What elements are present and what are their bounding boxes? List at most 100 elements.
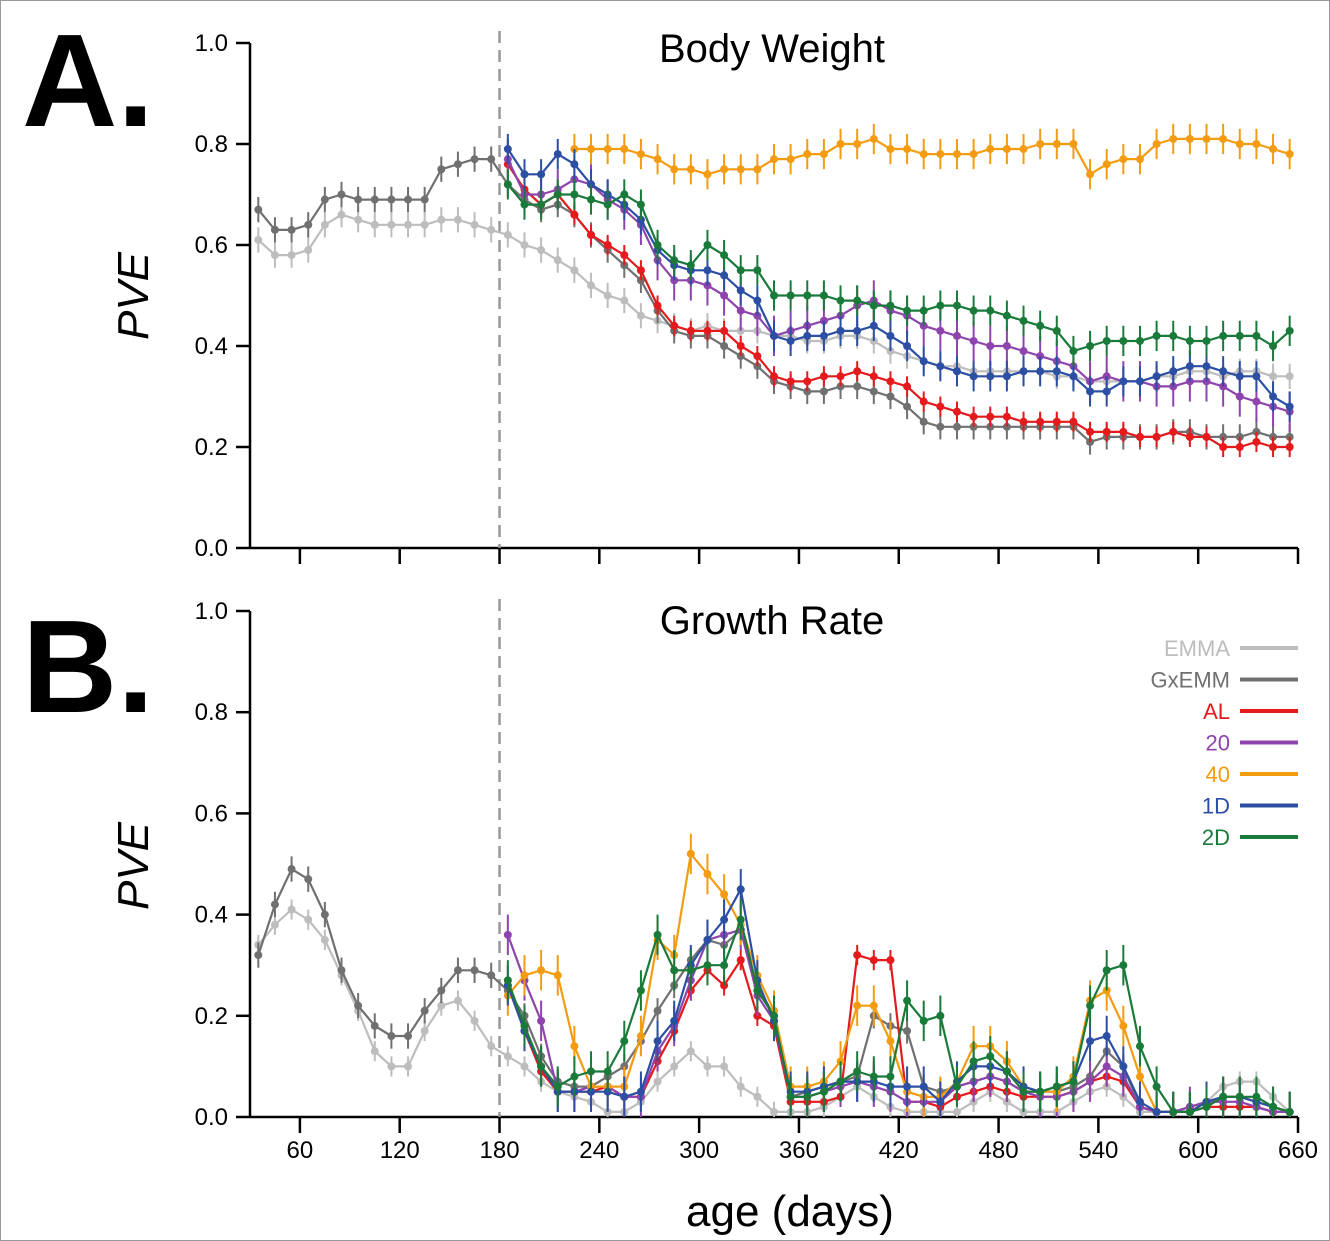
bw-point — [520, 200, 529, 209]
gr-point — [720, 961, 729, 970]
bw-series-40 — [570, 123, 1294, 190]
plot-body-weight: 0.0 0.2 0.4 0.6 0.8 1.0 — [195, 30, 1300, 564]
bw-point — [603, 291, 612, 300]
panel-b-title: Growth Rate — [660, 599, 885, 643]
gr-point — [1235, 1092, 1244, 1101]
gr-point — [570, 1072, 579, 1081]
bw-point — [1185, 432, 1194, 441]
bw-point — [603, 145, 612, 154]
bw-point — [903, 382, 912, 391]
bw-point — [803, 331, 812, 340]
bw-point — [1252, 140, 1261, 148]
gr-point — [354, 1001, 363, 1010]
gr-point — [1086, 1001, 1095, 1010]
bw-point — [1202, 336, 1211, 345]
bw-point — [886, 301, 895, 310]
bw-point — [1252, 397, 1261, 406]
gr-point — [853, 951, 862, 960]
bw-point — [1169, 331, 1178, 340]
bw-point — [287, 251, 296, 260]
gr-xtick-label: 540 — [1078, 1137, 1118, 1164]
gr-point — [670, 1062, 679, 1071]
bw-point — [720, 271, 729, 280]
gr-point — [886, 956, 895, 965]
bw-point — [1036, 367, 1045, 376]
bw-point — [1135, 336, 1144, 345]
gr-xtick-label: 180 — [480, 1137, 520, 1164]
bw-point — [853, 326, 862, 335]
bw-point — [969, 412, 978, 421]
bw-point — [387, 220, 396, 229]
bw-point — [470, 155, 479, 164]
gr-xtick-label: 660 — [1278, 1137, 1318, 1164]
bw-point — [1135, 377, 1144, 386]
bw-point — [952, 422, 961, 431]
gr-point — [886, 1072, 895, 1081]
gr-point — [553, 1082, 562, 1091]
bw-point — [470, 220, 479, 229]
bw-point — [703, 241, 712, 249]
gr-ytick-label: 1.0 — [195, 598, 228, 625]
gr-point — [686, 849, 695, 858]
gr-point — [287, 905, 296, 914]
gr-point — [1086, 1077, 1095, 1086]
gr-point — [1202, 1102, 1211, 1111]
gr-point — [503, 1052, 512, 1061]
gr-point — [553, 971, 562, 980]
bw-point — [1252, 331, 1261, 340]
gr-point — [770, 1011, 778, 1020]
bw-ytick-label: 1.0 — [195, 30, 228, 57]
bw-point — [404, 195, 413, 204]
gr-point — [853, 1067, 862, 1076]
bw-point — [1269, 145, 1278, 154]
gr-point — [587, 1067, 596, 1076]
gr-point — [919, 1016, 928, 1025]
gr-point — [520, 971, 529, 980]
gr-point — [1102, 1062, 1111, 1071]
gr-point — [703, 935, 712, 944]
bw-point — [703, 326, 712, 335]
bw-point — [537, 170, 546, 179]
gr-point — [1152, 1082, 1161, 1091]
gr-point — [1285, 1107, 1294, 1116]
bw-point — [1019, 417, 1028, 426]
bw-point — [570, 266, 579, 275]
gr-point — [886, 1037, 895, 1046]
gr-xtick-label: 420 — [879, 1137, 919, 1164]
gr-ytick-label: 0.4 — [195, 902, 228, 929]
bw-point — [1119, 377, 1128, 386]
bw-ytick-label: 0.6 — [195, 232, 228, 259]
bw-point — [736, 306, 745, 315]
bw-point — [919, 397, 928, 406]
bw-point — [1002, 311, 1011, 320]
panel-b-ylabel: PVE — [109, 821, 158, 910]
legend-label-40: 40 — [1206, 762, 1230, 787]
bw-point — [620, 251, 629, 260]
bw-point — [1152, 140, 1161, 148]
bw-point — [952, 331, 961, 340]
bw-point — [587, 230, 596, 239]
gr-point — [670, 1016, 679, 1025]
gr-xtick-label: 240 — [579, 1137, 619, 1164]
bw-point — [1235, 372, 1244, 381]
panel-a-title: Body Weight — [659, 27, 885, 71]
bw-point — [570, 210, 579, 219]
gr-xtick-label: 60 — [287, 1137, 314, 1164]
gr-point — [952, 1107, 961, 1116]
gr-point — [470, 966, 479, 975]
bw-point — [753, 165, 762, 174]
bw-point — [720, 291, 729, 300]
gr-point — [636, 1087, 645, 1096]
bw-point — [1102, 387, 1111, 396]
bw-point — [437, 165, 446, 174]
gr-point — [903, 1082, 912, 1091]
gr-point — [703, 961, 712, 970]
bw-point — [869, 372, 878, 381]
gr-point — [720, 1062, 729, 1071]
bw-point — [287, 225, 296, 234]
bw-point — [587, 281, 596, 290]
bw-point — [803, 377, 812, 386]
bw-point — [1036, 140, 1045, 148]
panel-a-ylabel: PVE — [109, 251, 158, 340]
bw-point — [803, 150, 812, 159]
